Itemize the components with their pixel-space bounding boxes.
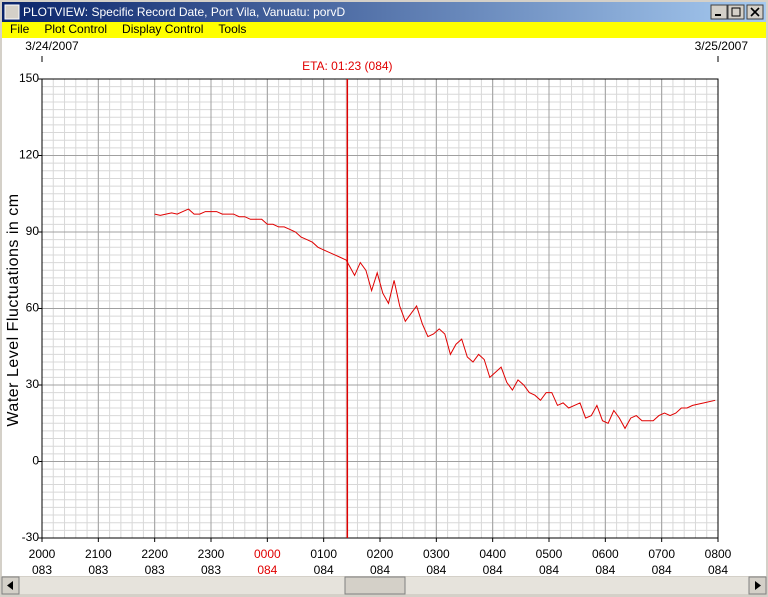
plot-panel (2, 38, 766, 576)
scrollbar (1, 576, 767, 595)
window-title: PLOTVIEW: Specific Record Date, Port Vil… (23, 5, 345, 19)
x-tick-label: 0200 (367, 547, 394, 561)
x-tick-label: 0600 (592, 547, 619, 561)
minimize-button[interactable] (710, 4, 728, 20)
x-tick-label: 2300 (198, 547, 225, 561)
menu-item[interactable]: Tools (218, 22, 246, 36)
arrow-right (755, 581, 761, 590)
x-tick-label: 0000 (254, 547, 281, 561)
menu-bar (2, 22, 766, 38)
x-tick-label: 2100 (85, 547, 112, 561)
x-tick-day: 084 (708, 563, 728, 577)
x-tick-day: 084 (483, 563, 503, 577)
menu-item[interactable]: Plot Control (44, 22, 107, 36)
x-tick-day: 084 (426, 563, 446, 577)
x-tick-day: 084 (595, 563, 615, 577)
eta-label: ETA: 01:23 (084) (302, 59, 393, 73)
y-tick-label: 0 (32, 454, 39, 468)
y-axis-label: Water Level Fluctuations in cm (5, 193, 22, 426)
data-line (154, 208, 716, 430)
close-icon (750, 7, 760, 17)
app-icon (4, 4, 20, 20)
y-tick-label: 30 (26, 377, 40, 391)
date-label: 3/24/2007 (25, 39, 79, 53)
menu-item[interactable]: Display Control (122, 22, 203, 36)
y-tick-label: 120 (19, 148, 39, 162)
title-bar (2, 2, 766, 22)
x-tick-label: 0300 (423, 547, 450, 561)
x-tick-day: 083 (32, 563, 52, 577)
x-tick-label: 0800 (705, 547, 732, 561)
y-tick-label: -30 (22, 530, 40, 544)
arrow-left (7, 581, 13, 590)
x-tick-day: 083 (201, 563, 221, 577)
x-tick-label: 0700 (648, 547, 675, 561)
x-tick-day: 084 (257, 563, 277, 577)
x-tick-label: 2000 (29, 547, 56, 561)
x-tick-label: 0400 (479, 547, 506, 561)
x-tick-day: 083 (88, 563, 108, 577)
x-tick-day: 084 (370, 563, 390, 577)
y-tick-label: 60 (26, 301, 40, 315)
x-tick-day: 084 (314, 563, 334, 577)
maximize-icon (731, 7, 741, 17)
x-tick-label: 0100 (310, 547, 337, 561)
scroll-thumb[interactable] (344, 576, 406, 595)
x-tick-day: 083 (145, 563, 165, 577)
date-label: 3/25/2007 (695, 39, 749, 53)
x-tick-label: 2200 (141, 547, 168, 561)
x-tick-day: 084 (539, 563, 559, 577)
maximize-button[interactable] (727, 4, 745, 20)
y-tick-label: 150 (19, 71, 39, 85)
menu-item[interactable]: File (10, 22, 30, 36)
x-tick-label: 0500 (536, 547, 563, 561)
x-tick-day: 084 (652, 563, 672, 577)
y-tick-label: 90 (26, 224, 40, 238)
window-buttons (710, 4, 764, 20)
plot-frame (41, 78, 719, 539)
